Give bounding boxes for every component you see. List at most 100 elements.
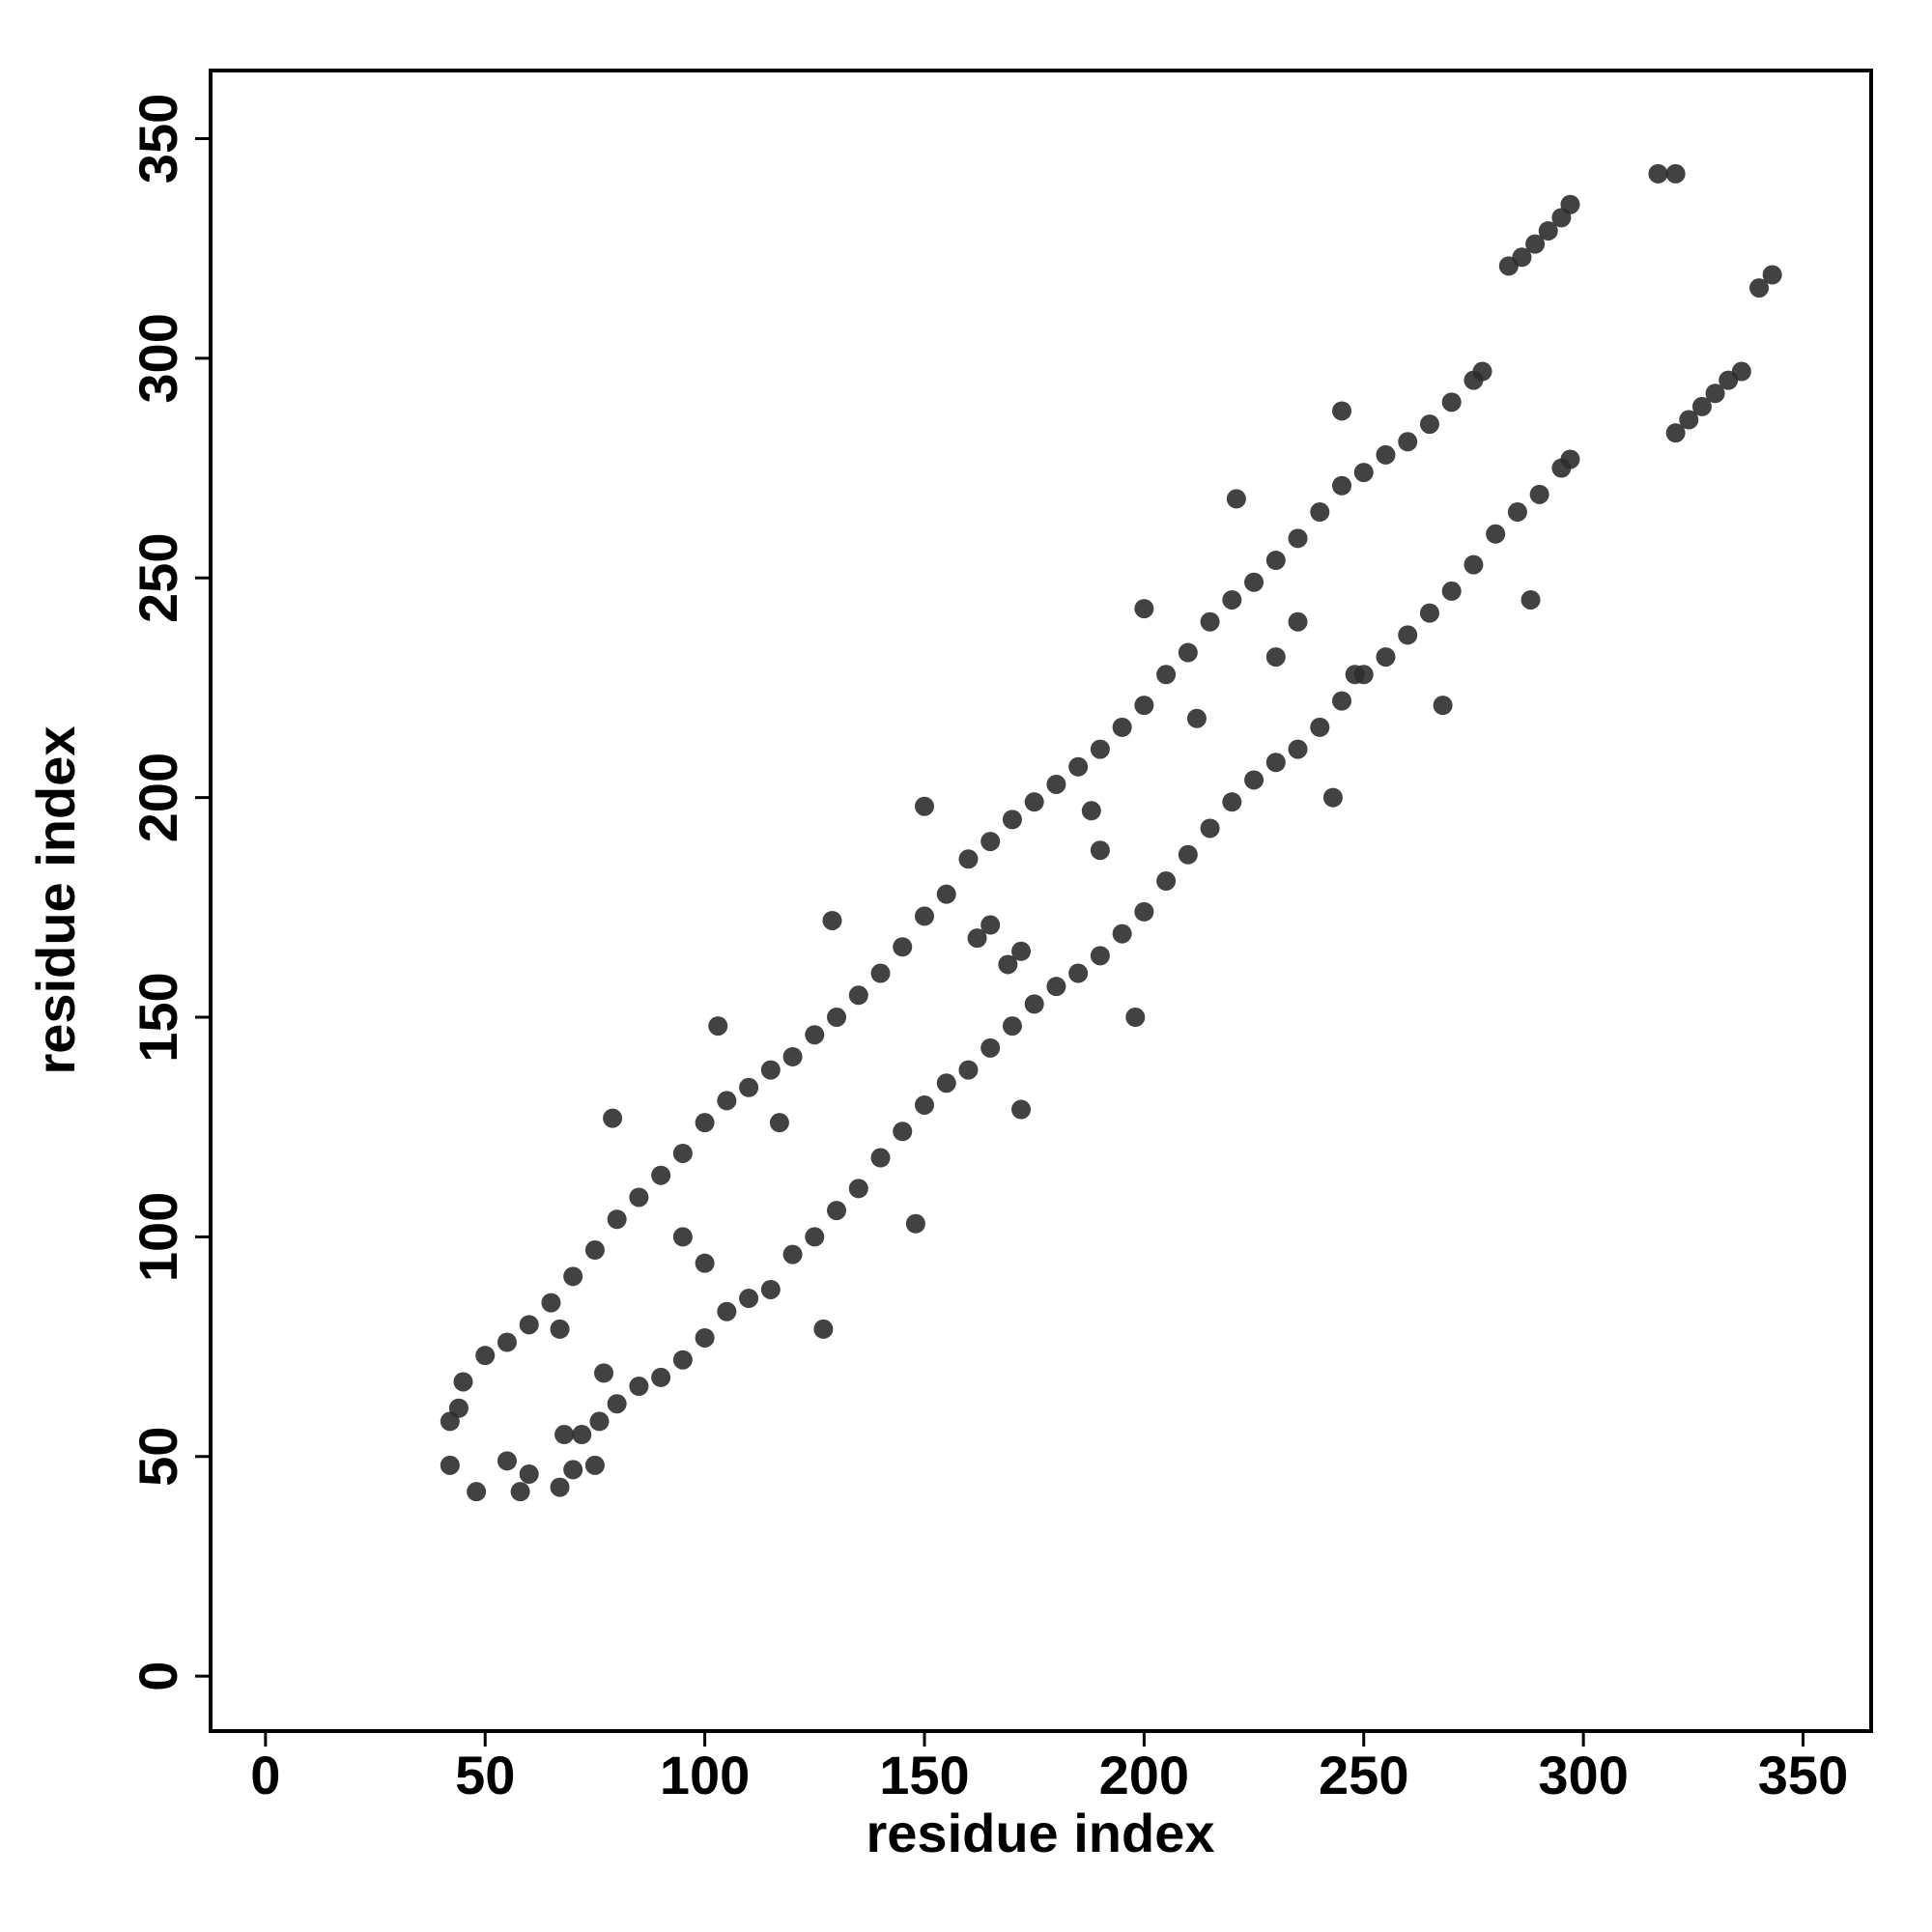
point bbox=[1310, 717, 1330, 737]
point bbox=[629, 1187, 649, 1208]
y-axis-label: residue index bbox=[25, 725, 86, 1074]
point bbox=[1705, 384, 1725, 404]
point bbox=[870, 1148, 891, 1168]
point bbox=[1441, 392, 1462, 412]
point bbox=[1112, 923, 1132, 944]
x-tick-label: 0 bbox=[250, 1745, 280, 1805]
point bbox=[1648, 163, 1668, 184]
point bbox=[1222, 792, 1242, 812]
point bbox=[1345, 665, 1365, 685]
y-tick-label: 200 bbox=[128, 753, 188, 842]
point bbox=[672, 1143, 693, 1163]
x-tick-label: 250 bbox=[1319, 1745, 1408, 1805]
point bbox=[827, 1201, 847, 1221]
point bbox=[1398, 432, 1418, 452]
point bbox=[1419, 603, 1439, 623]
point bbox=[1046, 977, 1066, 997]
point bbox=[998, 954, 1018, 975]
point bbox=[1560, 449, 1580, 469]
point bbox=[497, 1332, 517, 1352]
point bbox=[1046, 774, 1066, 794]
point bbox=[563, 1266, 583, 1287]
y-tick-label: 50 bbox=[128, 1427, 188, 1487]
point bbox=[572, 1425, 592, 1445]
point bbox=[1112, 717, 1132, 737]
point bbox=[584, 1240, 605, 1261]
point bbox=[980, 832, 1001, 852]
point bbox=[1525, 234, 1546, 254]
point bbox=[1200, 818, 1220, 838]
point bbox=[440, 1455, 460, 1475]
point bbox=[1265, 647, 1286, 668]
point bbox=[1398, 625, 1418, 645]
point bbox=[760, 1279, 781, 1299]
point bbox=[760, 1060, 781, 1080]
point bbox=[584, 1455, 605, 1475]
point bbox=[1156, 665, 1177, 685]
point bbox=[1486, 524, 1506, 544]
point bbox=[554, 1425, 575, 1445]
point bbox=[782, 1046, 803, 1066]
y-tick-label: 250 bbox=[128, 533, 188, 623]
point bbox=[1529, 484, 1549, 504]
point bbox=[563, 1460, 583, 1480]
point bbox=[1068, 756, 1089, 777]
point bbox=[893, 1122, 913, 1142]
point bbox=[1244, 770, 1264, 790]
point bbox=[1125, 1008, 1146, 1028]
point bbox=[914, 906, 934, 926]
point bbox=[1679, 410, 1699, 430]
point bbox=[695, 1113, 715, 1133]
point bbox=[1186, 708, 1207, 728]
point bbox=[1433, 696, 1453, 716]
point bbox=[805, 1025, 825, 1045]
point bbox=[589, 1411, 610, 1432]
point bbox=[717, 1091, 737, 1111]
point bbox=[1353, 463, 1374, 483]
y-tick-label: 350 bbox=[128, 94, 188, 184]
point bbox=[1691, 396, 1712, 416]
point bbox=[1226, 489, 1246, 509]
point bbox=[550, 1319, 570, 1339]
point bbox=[475, 1346, 496, 1366]
point bbox=[629, 1377, 649, 1397]
point bbox=[1288, 739, 1308, 759]
point bbox=[1134, 901, 1154, 922]
point bbox=[769, 1113, 789, 1133]
point bbox=[827, 1008, 847, 1028]
x-tick-label: 300 bbox=[1538, 1745, 1628, 1805]
point bbox=[708, 1016, 728, 1037]
y-tick-label: 150 bbox=[128, 972, 188, 1062]
plot-frame bbox=[209, 69, 1873, 1733]
point bbox=[467, 1482, 487, 1502]
x-tick-label: 50 bbox=[455, 1745, 515, 1805]
y-tick-label: 100 bbox=[128, 1192, 188, 1282]
point bbox=[453, 1372, 473, 1392]
point bbox=[1265, 753, 1286, 773]
point bbox=[1332, 475, 1352, 496]
point bbox=[1265, 551, 1286, 571]
point bbox=[1068, 963, 1089, 983]
point bbox=[1178, 844, 1198, 865]
point bbox=[510, 1482, 530, 1502]
point bbox=[1288, 611, 1308, 632]
point bbox=[1090, 840, 1110, 861]
point bbox=[822, 910, 842, 930]
point bbox=[782, 1244, 803, 1264]
point bbox=[1322, 787, 1343, 808]
point bbox=[958, 1060, 979, 1080]
point bbox=[672, 1227, 693, 1247]
point bbox=[1376, 444, 1396, 465]
point bbox=[603, 1108, 623, 1128]
point bbox=[1441, 581, 1462, 601]
point bbox=[870, 963, 891, 983]
x-tick-label: 200 bbox=[1099, 1745, 1189, 1805]
point bbox=[672, 1350, 693, 1370]
point bbox=[1507, 502, 1527, 523]
point bbox=[1011, 1099, 1032, 1120]
point bbox=[805, 1227, 825, 1247]
point bbox=[1011, 941, 1032, 961]
point bbox=[1762, 265, 1782, 285]
point bbox=[1090, 739, 1110, 759]
